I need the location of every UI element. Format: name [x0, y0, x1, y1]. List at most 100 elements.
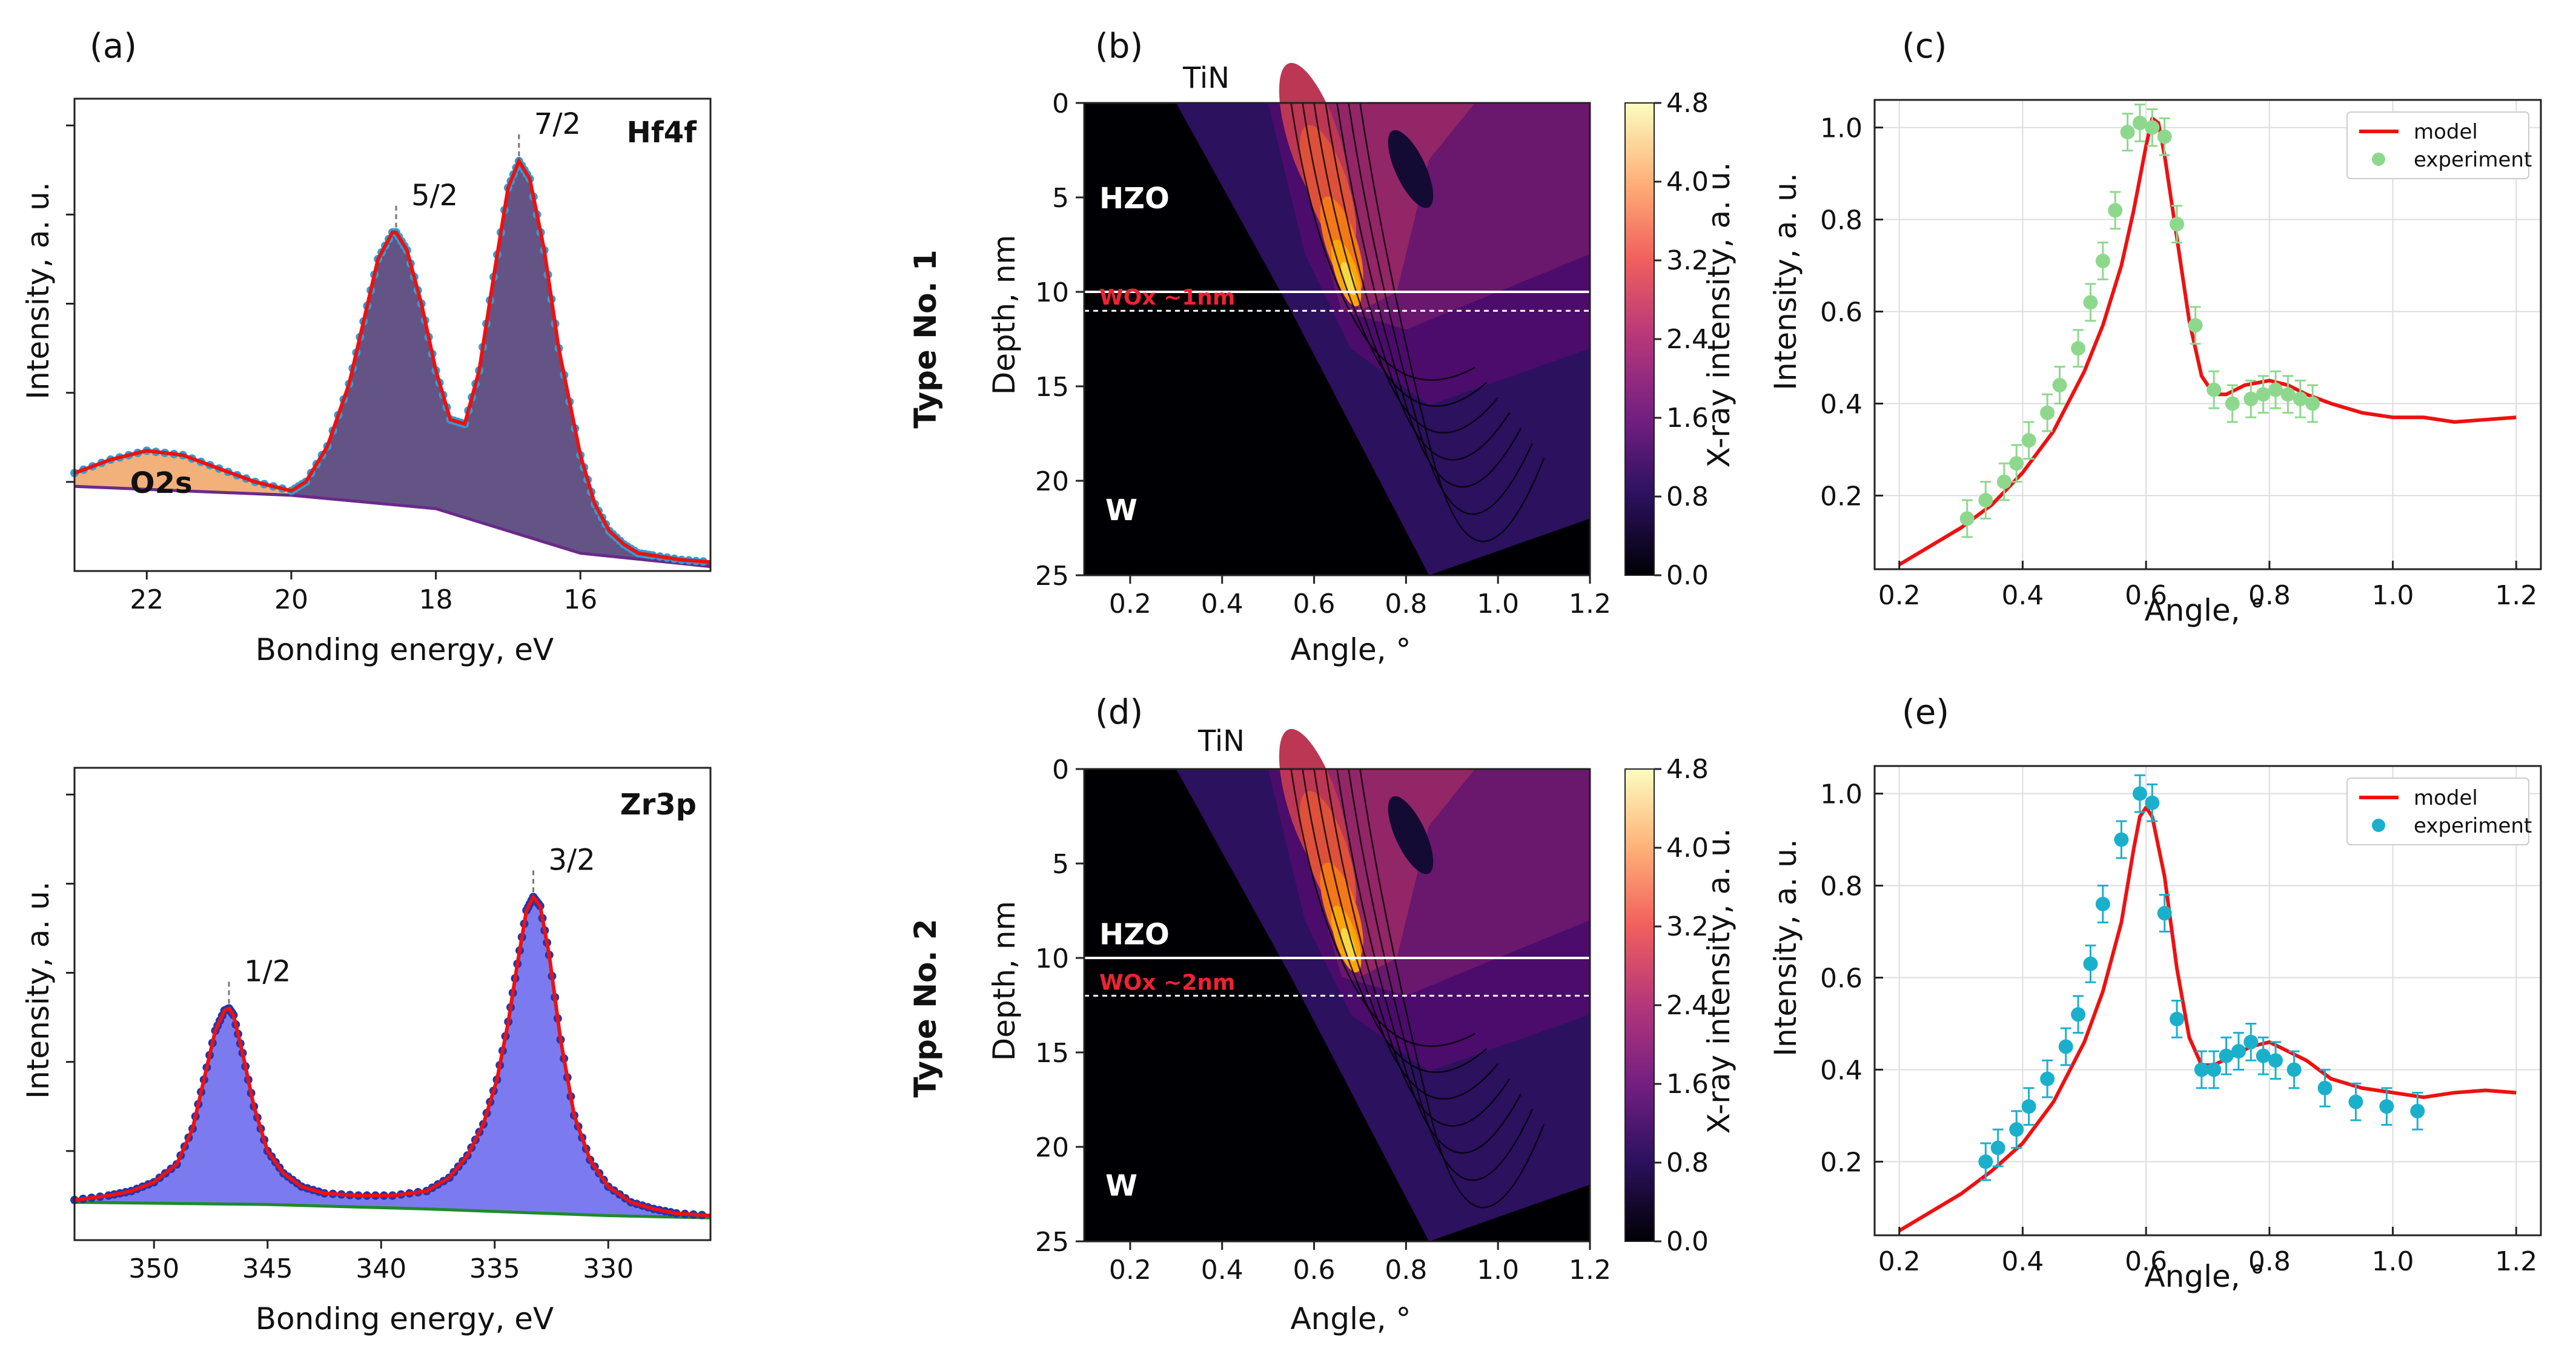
background-line — [74, 484, 711, 569]
colorbar-tick-label: 0.8 — [1666, 481, 1709, 512]
o2s-region-fill — [74, 451, 291, 495]
contour-line — [1359, 102, 1545, 543]
legend: model experiment — [2346, 111, 2532, 179]
contour-line — [1313, 102, 1499, 434]
y-tick-label: 5 — [1052, 183, 1069, 214]
experiment-point — [2009, 1110, 2024, 1149]
experiment-point — [2040, 393, 2055, 432]
panel-e-xsw-curve: (e) Intensity, a. u. Angle, ° 0.2 0.4 0.6 0… — [1768, 693, 2542, 1294]
experiment-point — [2132, 774, 2147, 813]
axes-frame-zr — [73, 767, 712, 1241]
peak-label: 1/2 — [244, 954, 291, 988]
experiment-point — [2157, 894, 2172, 933]
experiment-point — [2207, 1050, 2222, 1089]
x-tick-label: 0.6 — [2125, 1246, 2167, 1277]
experiment-marker — [2170, 1011, 2185, 1026]
experiment-point — [1959, 499, 1975, 538]
layer-label-w: W — [1105, 1169, 1137, 1203]
experiment-marker — [1996, 474, 2011, 489]
experiment-marker — [2145, 795, 2160, 810]
peak-label: 5/2 — [411, 179, 458, 213]
y-tick-label: 0.6 — [1820, 963, 1862, 994]
colorbar-tick-label: 0.0 — [1666, 560, 1709, 591]
experiment-point — [2009, 444, 2024, 483]
y-tick-label: 10 — [1035, 943, 1069, 974]
experiment-marker — [2256, 1048, 2271, 1063]
legend-box — [2346, 778, 2529, 845]
contour-line — [1302, 102, 1488, 407]
experiment-marker — [2286, 1062, 2302, 1077]
experiment-point — [2256, 1036, 2271, 1075]
x-tick-label: 0.4 — [2001, 580, 2044, 611]
contour-line — [1336, 768, 1522, 1154]
x-tick-label: 1.2 — [2495, 580, 2537, 611]
contour-line — [1336, 102, 1522, 488]
experiment-point — [2379, 1087, 2394, 1126]
experiment-marker — [2040, 405, 2055, 420]
ylabel-c: Intensity, a. u. — [1768, 173, 1803, 390]
experiment-marker — [2170, 217, 2185, 232]
experiment-point — [2095, 242, 2110, 280]
axes-frame-a — [73, 97, 712, 572]
y-tick-label: 25 — [1035, 1227, 1069, 1258]
experiment-marker — [2293, 391, 2308, 406]
tin-label-b: TiN — [1182, 61, 1230, 95]
experiment-point — [2145, 783, 2160, 822]
experiment-point — [2040, 1059, 2055, 1098]
x-tick-label: 0.6 — [2125, 580, 2167, 611]
experiment-marker — [2243, 1034, 2259, 1049]
experiment-marker — [2188, 318, 2203, 333]
x-tick-label: 0.8 — [2248, 1246, 2291, 1277]
experiment-marker — [2379, 1099, 2394, 1114]
x-tick-label: 350 — [128, 1253, 179, 1284]
layer-label-w: W — [1105, 494, 1137, 527]
experiment-point — [2280, 375, 2296, 414]
experiment-point — [2268, 1041, 2283, 1080]
experiment-marker — [2225, 396, 2240, 411]
experiment-marker — [2219, 1048, 2234, 1063]
x-tick-label: 22 — [130, 584, 164, 615]
experiment-point — [2108, 191, 2123, 230]
panel-b-heatmap: (b) TiN Depth, nm Angle, ° X-ray intensi… — [987, 27, 1737, 667]
experiment-marker — [2256, 387, 2271, 402]
y-tick-label: 0 — [1052, 754, 1069, 785]
x-tick-label: 0.6 — [1293, 589, 1336, 619]
x-tick-label: 335 — [469, 1253, 520, 1284]
experiment-point — [2268, 370, 2283, 409]
experiment-marker — [2095, 896, 2110, 911]
colorbar-tick-label: 2.4 — [1666, 990, 1709, 1021]
y-tick-label: 20 — [1035, 466, 1069, 497]
xlabel-b: Angle, ° — [1290, 632, 1411, 667]
x-tick-label: 1.0 — [2372, 580, 2414, 611]
experiment-point — [2348, 1082, 2363, 1121]
experiment-point — [2219, 1036, 2234, 1075]
colorbar-tick-label: 3.2 — [1666, 245, 1709, 276]
experiment-marker — [2317, 1080, 2333, 1095]
ylabel-d: Depth, nm — [987, 901, 1022, 1061]
legend-model-label: model — [2414, 120, 2478, 144]
experiment-marker — [2071, 341, 2086, 356]
experiment-marker — [2268, 382, 2283, 397]
axes-frame — [1873, 765, 2542, 1236]
colorbar-tick-label: 3.2 — [1666, 911, 1709, 942]
experiment-point — [1978, 1142, 1993, 1181]
experiment-marker — [2157, 129, 2172, 144]
contour-line — [1302, 768, 1488, 1073]
experiment-point — [2145, 108, 2160, 147]
contour-peak-4 — [1341, 262, 1356, 296]
experiment-point — [2225, 384, 2240, 423]
y-tick-label: 0.2 — [1820, 1147, 1862, 1178]
heatmap-frame — [1083, 768, 1591, 1243]
experiment-marker — [2305, 396, 2320, 411]
title-zr3p: Zr3p — [620, 788, 697, 822]
experiment-marker — [2108, 203, 2123, 218]
panel-zr3p: Intensity, a. u. Bonding energy, eV 1/2 3… — [21, 767, 712, 1336]
experiment-point — [2293, 379, 2308, 418]
experiment-marker — [2021, 1099, 2036, 1114]
colorbar-tick-label: 4.0 — [1666, 833, 1709, 863]
colorbar — [1624, 768, 1655, 1242]
title-hf4f: Hf4f — [627, 116, 697, 150]
experiment-point — [2188, 306, 2203, 345]
contour-line — [1348, 768, 1534, 1181]
x-tick-label: 16 — [563, 584, 597, 615]
